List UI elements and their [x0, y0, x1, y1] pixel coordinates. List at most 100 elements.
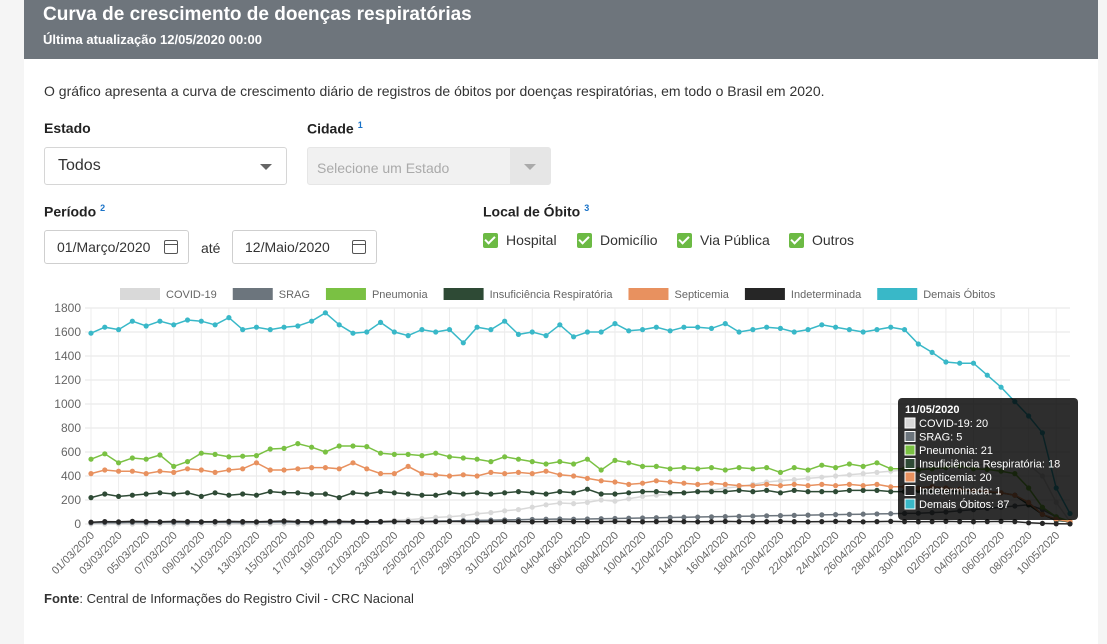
- data-point: [681, 465, 687, 471]
- data-point: [281, 445, 287, 451]
- legend-swatch: [877, 288, 918, 300]
- data-point: [488, 327, 494, 333]
- data-point: [515, 507, 522, 513]
- data-point: [157, 468, 163, 474]
- date-to-input[interactable]: 12/Maio/2020: [232, 230, 377, 264]
- data-point: [612, 457, 618, 463]
- data-point: [102, 519, 108, 525]
- data-point: [722, 518, 728, 524]
- data-point: [433, 514, 439, 520]
- data-point: [598, 329, 604, 335]
- panel-header: Curva de crescimento de doenças respirat…: [24, 0, 1098, 59]
- data-point: [295, 490, 301, 496]
- data-point: [446, 490, 453, 496]
- data-point: [488, 459, 494, 465]
- calendar-icon[interactable]: [352, 240, 366, 254]
- y-tick-label: 400: [61, 469, 81, 483]
- legend-label: COVID-19: [166, 289, 217, 301]
- data-point: [433, 472, 439, 478]
- data-point: [143, 456, 149, 462]
- data-point: [543, 519, 549, 525]
- data-point: [667, 479, 673, 485]
- data-point: [515, 331, 522, 337]
- data-point: [888, 466, 894, 472]
- data-point: [198, 467, 204, 473]
- data-point: [639, 515, 646, 521]
- data-point: [350, 460, 356, 466]
- data-point: [929, 519, 935, 525]
- checkbox-checked-icon[interactable]: [483, 233, 498, 248]
- data-point: [984, 519, 990, 525]
- data-point: [226, 454, 232, 460]
- estado-select[interactable]: Todos: [44, 147, 287, 185]
- tooltip-line: Pneumonia: 21: [919, 445, 993, 457]
- y-tick-label: 0: [74, 517, 81, 531]
- data-point: [143, 491, 149, 497]
- data-point: [446, 454, 453, 460]
- data-point: [626, 328, 632, 334]
- data-point: [240, 466, 246, 472]
- date-from-input[interactable]: 01/Março/2020: [44, 230, 189, 264]
- data-point: [446, 473, 453, 479]
- last-update: Última atualização 12/05/2020 00:00: [43, 32, 262, 47]
- data-point: [639, 489, 646, 495]
- data-point: [832, 483, 839, 489]
- data-point: [667, 490, 673, 496]
- data-point: [777, 483, 784, 489]
- data-point: [226, 467, 232, 473]
- data-point: [488, 519, 494, 525]
- data-point: [377, 319, 384, 325]
- data-point: [129, 468, 135, 474]
- data-point: [612, 491, 618, 497]
- data-point: [998, 384, 1004, 390]
- data-point: [129, 518, 135, 524]
- data-point: [198, 450, 204, 456]
- data-point: [805, 475, 811, 481]
- data-point: [184, 519, 191, 525]
- date-from-value: 01/Março/2020: [57, 239, 151, 255]
- data-point: [653, 492, 659, 498]
- checkbox-checked-icon[interactable]: [789, 233, 804, 248]
- data-point: [846, 461, 852, 467]
- data-point: [791, 487, 797, 493]
- data-point: [970, 519, 977, 525]
- data-point: [322, 519, 329, 525]
- data-point: [488, 469, 494, 475]
- tooltip-swatch: [904, 498, 916, 510]
- data-point: [571, 501, 577, 507]
- data-point: [391, 471, 397, 477]
- tooltip-swatch: [904, 458, 916, 469]
- data-point: [184, 490, 191, 496]
- cidade-select[interactable]: Selecione um Estado: [307, 147, 551, 185]
- cidade-dropdown-button[interactable]: [510, 148, 550, 184]
- data-point: [888, 489, 894, 495]
- line-chart[interactable]: 02004006008001000120014001600180001/03/2…: [24, 280, 1098, 590]
- data-point: [736, 329, 742, 335]
- data-point: [515, 519, 522, 525]
- data-point: [805, 483, 811, 489]
- data-point: [405, 519, 411, 525]
- data-point: [888, 324, 894, 330]
- data-point: [212, 322, 218, 328]
- data-point: [874, 519, 880, 525]
- data-point: [874, 487, 880, 493]
- calendar-icon[interactable]: [164, 240, 178, 254]
- checkbox-checked-icon[interactable]: [577, 233, 592, 248]
- checkbox-checked-icon[interactable]: [677, 233, 692, 248]
- data-point: [612, 479, 618, 485]
- data-point: [102, 324, 108, 330]
- cidade-placeholder: Selecione um Estado: [317, 160, 450, 176]
- data-point: [846, 472, 852, 478]
- data-point: [557, 459, 563, 465]
- data-point: [433, 450, 439, 456]
- legend-label: Insuficiência Respiratória: [490, 289, 614, 301]
- data-point: [819, 481, 825, 487]
- data-point: [88, 519, 94, 525]
- data-point: [543, 461, 549, 467]
- data-point: [446, 327, 453, 333]
- data-point: [502, 471, 508, 477]
- y-tick-label: 1000: [54, 397, 81, 411]
- data-point: [102, 467, 108, 473]
- data-point: [639, 327, 646, 333]
- data-point: [267, 446, 273, 452]
